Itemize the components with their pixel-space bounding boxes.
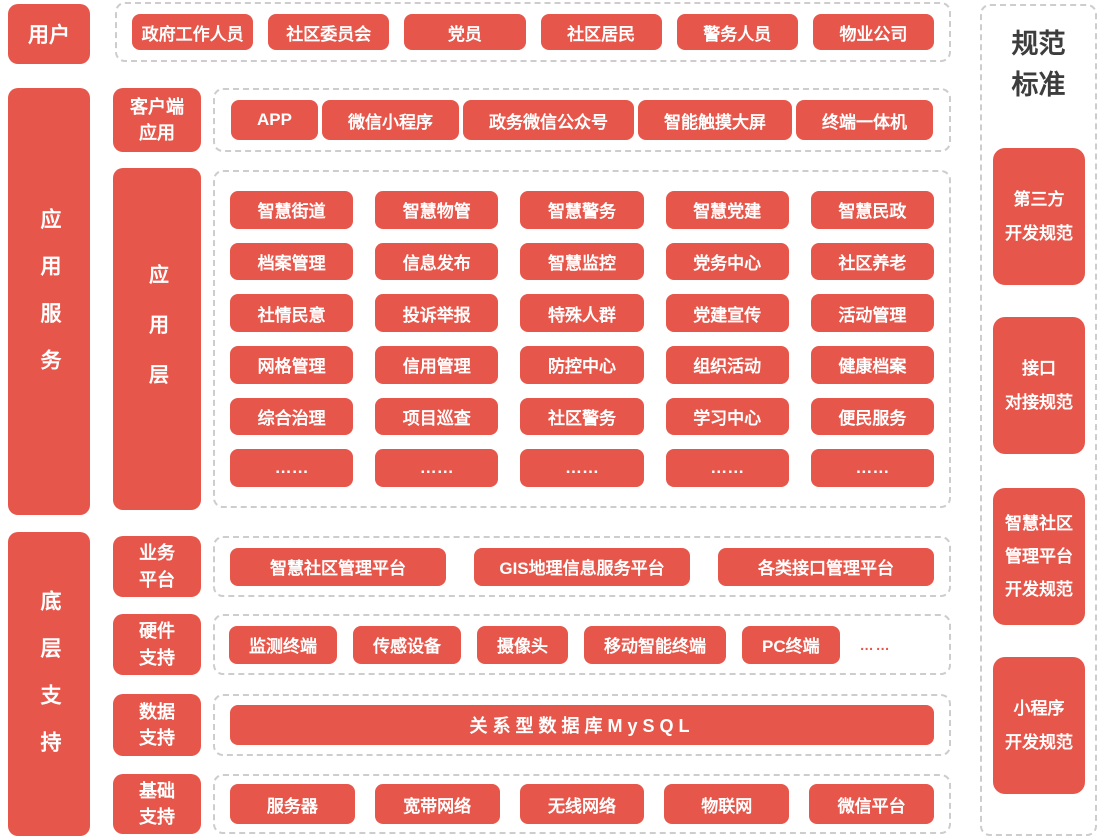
- app-module-box: 投诉举报: [375, 294, 499, 332]
- hardware-boxes: 监测终端 传感设备 摄像头 移动智能终端 PC终端: [229, 625, 840, 664]
- client-app-box: 智能触摸大屏: [637, 100, 792, 140]
- app-module-box: 健康档案: [810, 346, 934, 384]
- app-module-box: 活动管理: [810, 294, 934, 332]
- infrastructure-box: 无线网络: [519, 784, 645, 824]
- business-platforms-group: 智慧社区管理平台 GIS地理信息服务平台 各类接口管理平台: [213, 536, 951, 597]
- app-module-box: 便民服务: [810, 397, 934, 436]
- infrastructure-box: 宽带网络: [374, 784, 500, 824]
- client-app-label-box: 客户端 应用: [113, 88, 201, 152]
- user-role-box: 警务人员: [676, 14, 798, 50]
- database-box: 关系型数据库MySQL: [230, 705, 934, 745]
- app-module-box: 档案管理: [230, 242, 354, 281]
- business-platform-box: 智慧社区管理平台: [230, 547, 446, 586]
- app-layer-label-box: 应用层: [113, 168, 201, 510]
- app-module-box: 网格管理: [230, 346, 354, 384]
- app-module-box: ……: [375, 449, 499, 487]
- standard-box: 第三方 开发规范: [993, 148, 1085, 285]
- data-support-label-box: 数据 支持: [113, 694, 201, 756]
- client-app-box: 微信小程序: [321, 100, 459, 140]
- app-module-box: 综合治理: [230, 397, 354, 436]
- app-module-box: 防控中心: [520, 346, 644, 384]
- user-roles-group: 政府工作人员 社区委员会 党员 社区居民 警务人员 物业公司: [115, 2, 951, 62]
- standards-title: 规范 标准: [1011, 29, 1066, 100]
- app-module-box: 智慧监控: [520, 242, 644, 281]
- app-module-box: 组织活动: [665, 346, 789, 384]
- base-support-label-box: 基础 支持: [113, 774, 201, 834]
- app-module-box: 学习中心: [665, 397, 789, 436]
- database-group: 关系型数据库MySQL: [213, 694, 951, 756]
- app-module-box: 信用管理: [375, 346, 499, 384]
- app-service-rail-box: 应用服务: [8, 88, 90, 515]
- app-module-box: 特殊人群: [520, 294, 644, 332]
- app-module-box: 智慧警务: [520, 191, 644, 229]
- app-layer-label: 应用层: [145, 264, 168, 414]
- standard-box: 小程序 开发规范: [993, 657, 1085, 794]
- infrastructure-group: 服务器 宽带网络 无线网络 物联网 微信平台: [213, 774, 951, 834]
- bottom-support-rail-label: 底层支持: [38, 590, 61, 778]
- client-apps-group: APP 微信小程序 政务微信公众号 智能触摸大屏 终端一体机: [213, 88, 951, 152]
- hardware-group: 监测终端 传感设备 摄像头 移动智能终端 PC终端 ……: [213, 614, 951, 675]
- app-modules-grid: 智慧街道 智慧物管 智慧警务 智慧党建 智慧民政档案管理 信息发布 智慧监控 党务中心 社区养老…: [213, 170, 951, 508]
- hardware-box: 传感设备: [353, 625, 461, 664]
- client-app-box: 政务微信公众号: [462, 100, 634, 140]
- client-app-box: 终端一体机: [795, 100, 933, 140]
- standards-panel: 规范 标准 第三方 开发规范 接口 对接规范 智慧社区 管理平台 开发规范 小程序 开…: [980, 4, 1097, 836]
- infrastructure-box: 服务器: [230, 784, 355, 824]
- user-role-box: 党员: [404, 14, 526, 50]
- app-module-box: ……: [810, 449, 934, 487]
- business-platform-label-box: 业务 平台: [113, 536, 201, 597]
- app-module-box: ……: [520, 449, 644, 487]
- business-platform-box: 各类接口管理平台: [718, 547, 934, 586]
- app-module-box: 社区警务: [520, 397, 644, 436]
- user-role-box: 政府工作人员: [132, 14, 254, 50]
- app-service-rail-label: 应用服务: [38, 207, 61, 396]
- app-module-box: 智慧街道: [230, 191, 354, 229]
- users-rail-box: 用户: [8, 4, 90, 64]
- hardware-ellipsis: ……: [859, 636, 892, 653]
- app-module-box: 社情民意: [230, 294, 354, 332]
- infrastructure-box: 微信平台: [809, 784, 934, 824]
- app-module-box: 社区养老: [810, 242, 934, 281]
- standard-box: 智慧社区 管理平台 开发规范: [993, 488, 1085, 625]
- business-platform-box: GIS地理信息服务平台: [474, 547, 690, 586]
- user-role-box: 社区居民: [540, 14, 662, 50]
- app-module-box: 党建宣传: [665, 294, 789, 332]
- app-module-box: 智慧党建: [665, 191, 789, 229]
- app-module-box: ……: [665, 449, 789, 487]
- user-role-box: 社区委员会: [268, 14, 390, 50]
- app-module-box: 项目巡查: [375, 397, 499, 436]
- client-app-box: APP: [231, 100, 318, 140]
- user-role-box: 物业公司: [812, 14, 935, 50]
- app-module-box: ……: [230, 449, 354, 487]
- infrastructure-box: 物联网: [664, 784, 790, 824]
- standard-box: 接口 对接规范: [993, 317, 1085, 454]
- hardware-box: PC终端: [742, 625, 840, 664]
- hardware-box: 移动智能终端: [584, 625, 726, 664]
- bottom-support-rail-box: 底层支持: [8, 532, 90, 836]
- hardware-box: 摄像头: [477, 625, 568, 664]
- hardware-support-label-box: 硬件 支持: [113, 614, 201, 675]
- app-module-box: 党务中心: [665, 242, 789, 281]
- app-module-box: 智慧民政: [810, 191, 934, 229]
- app-module-box: 信息发布: [375, 242, 499, 281]
- hardware-box: 监测终端: [229, 625, 337, 664]
- app-module-box: 智慧物管: [375, 191, 499, 229]
